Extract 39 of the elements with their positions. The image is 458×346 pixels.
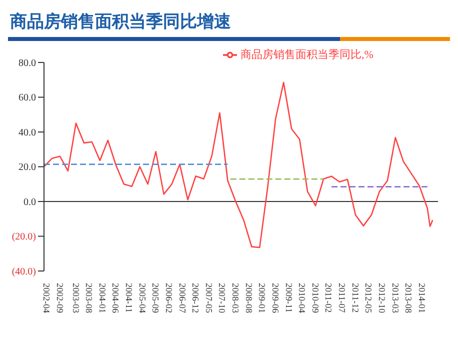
x-tick-label: 2011-02	[324, 283, 334, 313]
y-tick-label: 20.0	[18, 162, 36, 174]
x-tick-label: 2006-02	[164, 283, 174, 313]
x-tick-label: 2008-08	[244, 283, 254, 314]
x-tick-label: 2003-08	[84, 283, 94, 314]
x-tick-label: 2002-04	[42, 283, 52, 314]
x-tick-label: 2013-03	[390, 283, 400, 314]
x-tick-label: 2002-09	[54, 283, 65, 314]
x-tick-label: 2004-01	[97, 283, 108, 313]
y-tick-label: 40.0	[18, 127, 36, 138]
x-tick-label: 2005-04	[137, 283, 148, 314]
x-tick-label: 2009-11	[284, 283, 294, 313]
x-tick-label: 2008-03	[230, 283, 241, 314]
x-tick-label: 2007-05	[204, 283, 214, 314]
x-tick-label: 2010-09	[310, 283, 320, 314]
x-tick-label: 2011-12	[350, 283, 360, 313]
legend-label: 商品房销售面积当季同比,%	[240, 49, 374, 61]
x-tick-label: 2013-08	[404, 283, 414, 314]
chart-title: 商品房销售面积当季同比增速	[9, 11, 232, 34]
x-tick-label: 2005-09	[150, 283, 161, 314]
x-tick-label: 2014-01	[416, 283, 427, 313]
x-tick-label: 2012-10	[376, 283, 387, 314]
x-tick-label: 2010-04	[297, 283, 308, 314]
y-tick-label: 80.0	[18, 58, 36, 69]
x-tick-label: 2004-11	[124, 283, 134, 313]
y-tick-label: (40.0)	[12, 266, 36, 278]
x-tick-label: 2011-07	[337, 283, 348, 314]
y-tick-label: 60.0	[18, 92, 36, 104]
x-tick-label: 2009-06	[270, 283, 280, 314]
line-series	[44, 82, 434, 248]
y-tick-label: 0.0	[24, 196, 36, 208]
x-tick-label: 2006-12	[190, 283, 201, 313]
x-tick-label: 2006-07	[177, 283, 188, 314]
x-tick-label: 2003-03	[70, 283, 81, 314]
x-tick-label: 2007-10	[217, 283, 228, 314]
x-tick-label: 2004-06	[110, 283, 121, 314]
x-tick-label: 2012-05	[364, 283, 374, 314]
x-tick-label: 2009-01	[257, 283, 268, 313]
y-tick-label: (20.0)	[12, 232, 36, 243]
